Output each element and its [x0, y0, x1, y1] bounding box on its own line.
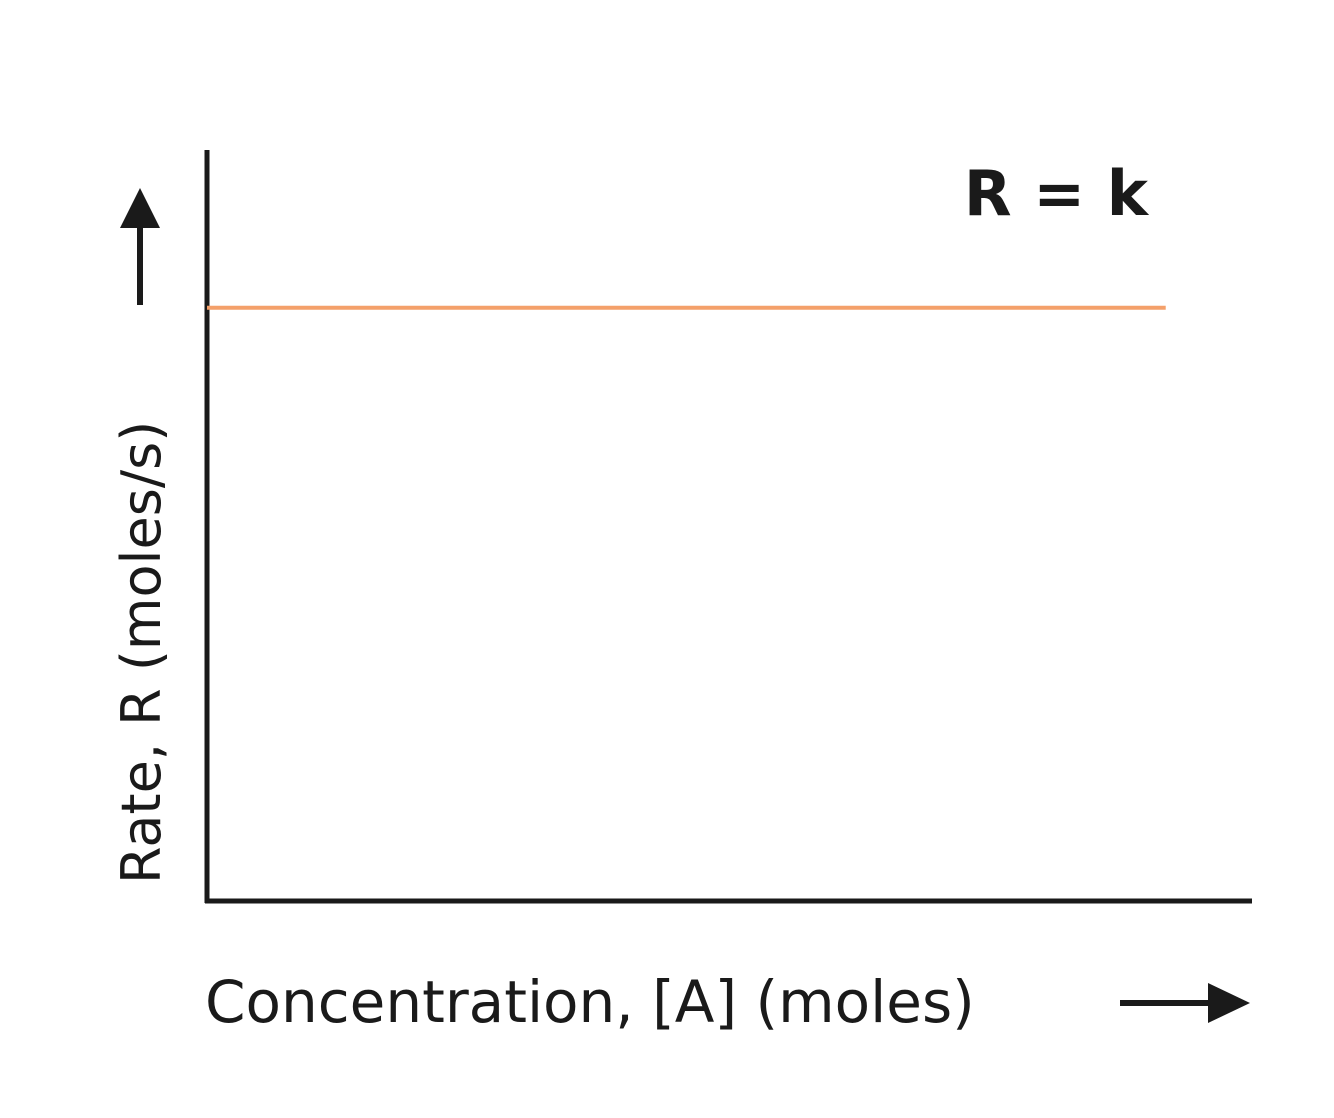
x-axis-label: Concentration, [A] (moles)	[205, 968, 975, 1036]
y-axis-label: Rate, R (moles/s)	[110, 421, 173, 884]
y-axis-arrow-icon	[120, 188, 160, 305]
rate-equation-annotation: R = k	[964, 157, 1150, 230]
x-axis-arrow-icon	[1120, 983, 1250, 1023]
